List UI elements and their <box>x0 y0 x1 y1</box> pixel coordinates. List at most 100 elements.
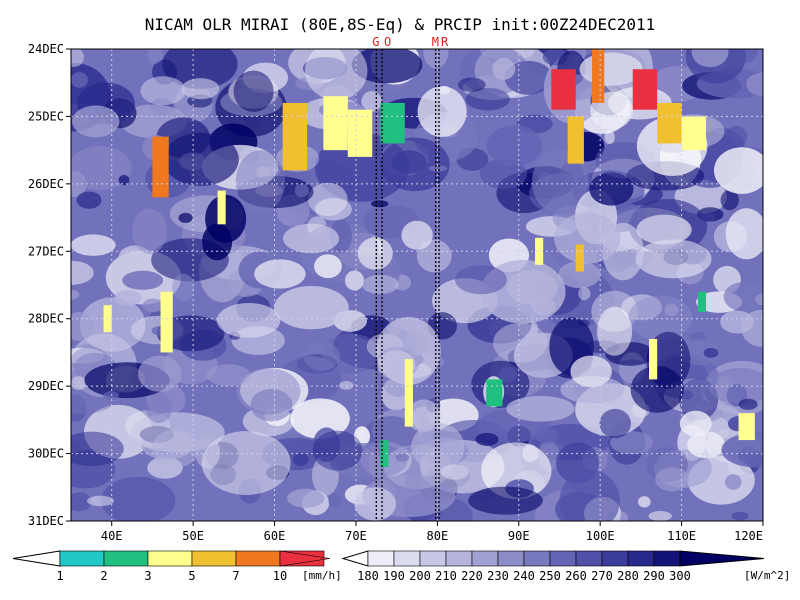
olr-colorbar-label: 190 <box>383 569 405 583</box>
grid <box>71 49 763 521</box>
olr-blob <box>628 295 693 341</box>
olr-blob <box>407 399 441 433</box>
y-tick-label: 29DEC <box>28 379 64 393</box>
precip-patch <box>535 237 544 265</box>
olr-colorbar-under <box>341 550 369 567</box>
olr-blob <box>599 408 631 439</box>
precip-colorbar-label: 5 <box>188 569 195 583</box>
precip-colorbar-label: 2 <box>100 569 107 583</box>
precip-patch <box>681 116 707 151</box>
olr-blob <box>664 303 679 317</box>
olr-blob <box>314 254 342 279</box>
olr-blob <box>554 212 621 264</box>
precip-colorbar-label: 7 <box>232 569 239 583</box>
olr-blob <box>71 431 124 467</box>
precip-patch <box>632 69 658 110</box>
olr-blob <box>122 270 164 290</box>
olr-blob <box>294 183 309 198</box>
y-tick-label: 24DEC <box>28 42 64 56</box>
y-tick-label: 27DEC <box>28 244 64 258</box>
olr-blob <box>131 208 167 254</box>
olr-blob <box>138 355 182 392</box>
olr-blob <box>559 469 620 521</box>
olr-blob <box>295 77 324 91</box>
y-tick-label: 26DEC <box>28 177 64 191</box>
olr-blob <box>287 488 325 508</box>
olr-blob <box>630 366 685 413</box>
olr-blob <box>560 376 625 404</box>
x-tick-label: 40E <box>101 529 123 543</box>
olr-colorbar-label: 240 <box>513 569 535 583</box>
precip-patch <box>697 291 707 312</box>
precip-patch <box>567 116 584 164</box>
olr-blob <box>233 70 274 112</box>
precip-patch <box>551 69 576 110</box>
olr-blob <box>181 78 220 100</box>
marker-label: R <box>441 35 449 49</box>
olr-blob <box>338 381 354 390</box>
olr-blob <box>71 234 116 256</box>
olr-blob <box>646 331 691 389</box>
precip-patch <box>592 49 605 103</box>
olr-blob <box>290 398 350 439</box>
olr-blob <box>570 355 612 388</box>
olr-blob <box>699 212 716 222</box>
olr-blob <box>381 377 412 411</box>
precip-patch <box>380 440 389 468</box>
olr-blob <box>558 261 601 289</box>
x-tick-label: 120E <box>734 529 763 543</box>
precip-patch <box>649 338 658 380</box>
olr-blob <box>216 302 281 338</box>
olr-blob <box>428 165 448 172</box>
olr-colorbar-label: 250 <box>539 569 561 583</box>
olr-blob <box>679 410 712 437</box>
precip-colorbar-swatch <box>103 550 149 567</box>
y-tick-label: 28DEC <box>28 312 64 326</box>
olr-blob <box>597 306 633 356</box>
olr-blob <box>250 388 293 422</box>
chart-title: NICAM OLR MIRAI (80E,8S-Eq) & PRCIP init… <box>145 15 656 34</box>
olr-blob <box>307 182 348 216</box>
olr-colorbar-label: 260 <box>565 569 587 583</box>
olr-blob <box>578 286 591 301</box>
precip-colorbar-label: 1 <box>56 569 63 583</box>
olr-blob <box>481 442 552 499</box>
precip-patch <box>217 190 226 225</box>
olr-blob <box>71 311 95 341</box>
olr-blob <box>100 476 176 521</box>
olr-blob <box>361 274 399 295</box>
olr-colorbar-label: 290 <box>643 569 665 583</box>
olr-blob <box>206 364 251 387</box>
precip-patch <box>347 109 373 157</box>
olr-blob <box>71 145 132 191</box>
marker-label: M <box>432 35 439 49</box>
olr-blob <box>411 423 465 471</box>
olr-blob <box>353 426 370 447</box>
precip-colorbar-over-arrow <box>279 550 331 567</box>
x-tick-label: 60E <box>264 529 286 543</box>
olr-blob <box>354 487 397 521</box>
olr-blob <box>720 190 739 211</box>
olr-blob <box>465 87 510 111</box>
olr-blob <box>292 452 309 466</box>
olr-blob <box>479 158 528 189</box>
olr-blob <box>162 49 238 89</box>
olr-blob <box>416 239 452 273</box>
olr-colorbar-swatch <box>575 550 603 567</box>
olr-blob <box>678 338 719 366</box>
olr-blob <box>71 376 87 390</box>
precip-colorbar-swatch <box>235 550 281 567</box>
olr-colorbar-label: 210 <box>435 569 457 583</box>
precip-colorbar-swatch <box>191 550 237 567</box>
olr-blob <box>71 49 84 67</box>
olr-blob <box>492 58 516 80</box>
olr-blob <box>746 72 763 97</box>
olr-blob <box>283 223 340 254</box>
olr-blob <box>380 137 450 192</box>
olr-blob <box>235 150 286 213</box>
olr-blob <box>395 453 410 462</box>
olr-blob <box>351 49 423 84</box>
olr-blob <box>375 317 441 385</box>
